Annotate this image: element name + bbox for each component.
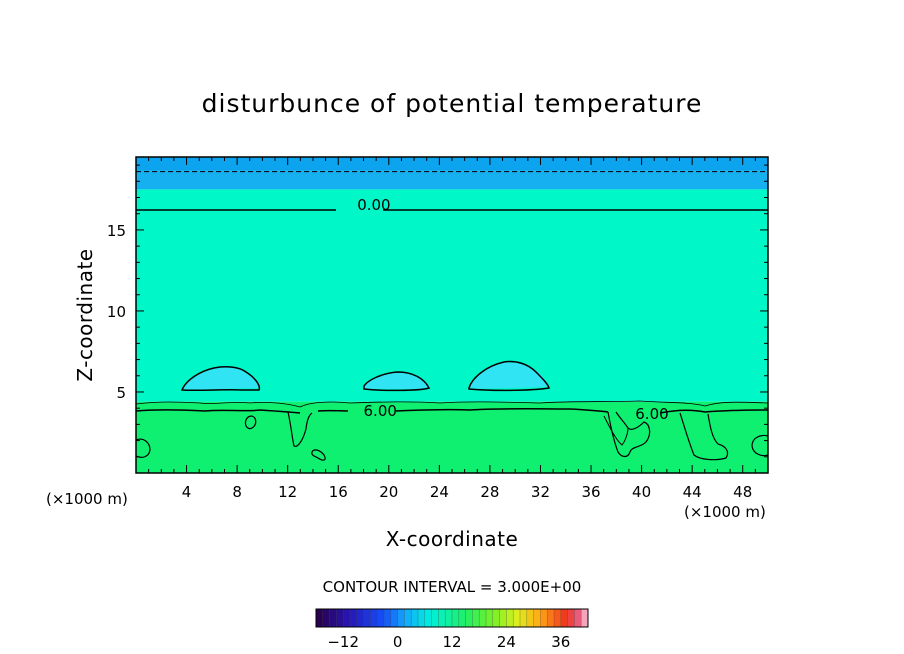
bump-fill-1 <box>182 366 259 390</box>
colorbar-cell <box>479 609 487 627</box>
colorbar-ticks: −12 0 12 24 36 <box>327 633 570 651</box>
colorbar-cell <box>513 609 521 627</box>
x-tick-label: 44 <box>683 483 702 501</box>
colorbar-cell <box>465 609 473 627</box>
plume-contour-4 <box>135 438 151 458</box>
colorbar-cell <box>397 609 405 627</box>
contour-label: 6.00 <box>635 405 668 423</box>
bump-fill-3 <box>469 362 549 389</box>
plot-area <box>135 156 769 474</box>
colorbar-cell <box>567 609 575 627</box>
chart-title: disturbunce of potential temperature <box>202 89 703 118</box>
x-tick-label: 40 <box>632 483 651 501</box>
thin-contour-line <box>135 400 769 408</box>
plume-contour-2 <box>287 411 313 447</box>
colorbar-cell <box>492 609 500 627</box>
colorbar-cell <box>506 609 514 627</box>
plume-contour-3 <box>311 449 326 461</box>
y-tick-label: 15 <box>107 222 126 240</box>
x-unit-right: (×1000 m) <box>684 503 766 521</box>
x-tick-label: 28 <box>480 483 499 501</box>
colorbar-cell <box>384 609 392 627</box>
colorbar-cell <box>329 609 337 627</box>
colorbar-cell <box>356 609 364 627</box>
x-tick-label: 24 <box>430 483 449 501</box>
colorbar-cell <box>404 609 412 627</box>
x-tick-label: 36 <box>581 483 600 501</box>
colorbar-tick-label: 36 <box>551 633 570 651</box>
x-tick-label: 8 <box>232 483 242 501</box>
colorbar-cell <box>547 609 555 627</box>
colorbar <box>315 608 589 628</box>
x-tick-label: 16 <box>329 483 348 501</box>
six-contour-line <box>135 408 769 414</box>
colorbar-cell <box>472 609 480 627</box>
plume-contour-6 <box>603 415 629 446</box>
colorbar-cell <box>370 609 378 627</box>
colorbar-cell <box>526 609 534 627</box>
colorbar-frame <box>315 608 589 628</box>
contour-labels: 0.00 6.00 6.00 <box>357 196 668 423</box>
colorbar-cell <box>390 609 398 627</box>
plume-contour-1 <box>244 415 257 430</box>
colorbar-cell <box>411 609 419 627</box>
colorbar-cell <box>458 609 466 627</box>
colorbar-cell <box>363 609 371 627</box>
colorbar-cell <box>336 609 344 627</box>
y-tick-label: 5 <box>116 384 126 402</box>
colorbar-cell <box>554 609 562 627</box>
x-tick-label: 20 <box>379 483 398 501</box>
colorbar-cell <box>431 609 439 627</box>
x-tick-label: 4 <box>182 483 192 501</box>
colorbar-cell <box>438 609 446 627</box>
contour-label: 6.00 <box>364 402 397 420</box>
colorbar-tick-label: 0 <box>393 633 403 651</box>
colorbar-tick-label: −12 <box>327 633 359 651</box>
colorbar-cell <box>520 609 528 627</box>
x-tick-label: 48 <box>733 483 752 501</box>
x-tick-label: 32 <box>531 483 550 501</box>
x-tick-label: 12 <box>278 483 297 501</box>
y-tick-label: 10 <box>107 303 126 321</box>
colorbar-cell <box>581 609 589 627</box>
colorbar-cell <box>343 609 351 627</box>
contour-interval-label: CONTOUR INTERVAL = 3.000E+00 <box>323 578 582 596</box>
x-axis-label: X-coordinate <box>386 527 519 551</box>
colorbar-cell <box>533 609 541 627</box>
colorbar-tick-label: 12 <box>442 633 461 651</box>
upper-dark-band <box>136 157 768 170</box>
middle-region <box>136 189 768 402</box>
colorbar-cell <box>452 609 460 627</box>
colorbar-cell <box>377 609 385 627</box>
colorbar-cell <box>560 609 568 627</box>
colorbar-cell <box>424 609 432 627</box>
y-axis: 5 10 15 <box>107 164 768 458</box>
y-axis-label: Z-coordinate <box>73 248 97 381</box>
bump-contour-3 <box>468 360 550 392</box>
bump-contour-2 <box>363 371 431 392</box>
colorbar-cell <box>499 609 507 627</box>
colorbar-cell <box>316 609 324 627</box>
bump-contour-1 <box>180 366 261 392</box>
colorbar-cell <box>350 609 358 627</box>
colorbar-cell <box>540 609 548 627</box>
colorbar-cell <box>574 609 582 627</box>
x-unit-left: (×1000 m) <box>46 490 128 508</box>
x-axis: 4 8 12 16 20 24 28 32 36 40 44 48 <box>148 157 756 501</box>
lower-region <box>136 401 768 473</box>
colorbar-cell <box>486 609 494 627</box>
colorbar-cell <box>418 609 426 627</box>
colorbar-cell <box>322 609 330 627</box>
colorbar-cell <box>445 609 453 627</box>
colorbar-tick-label: 24 <box>497 633 516 651</box>
plume-contour-8 <box>751 434 769 457</box>
plume-contour-7 <box>679 412 729 461</box>
contour-label: 0.00 <box>357 196 390 214</box>
